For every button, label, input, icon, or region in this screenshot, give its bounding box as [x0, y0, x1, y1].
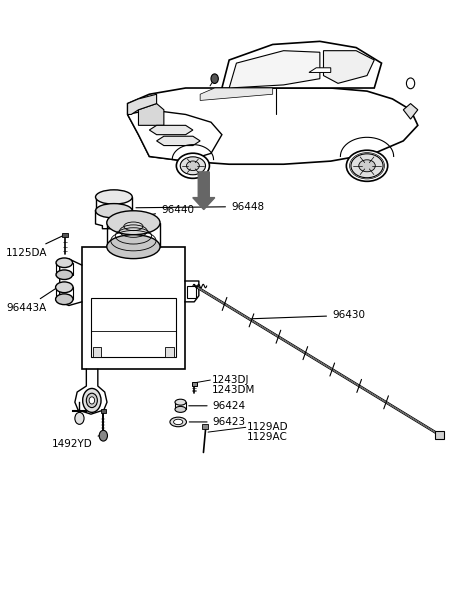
Ellipse shape — [176, 153, 209, 178]
Ellipse shape — [170, 417, 187, 427]
Bar — [93, 347, 102, 358]
Polygon shape — [128, 110, 222, 161]
Ellipse shape — [175, 399, 186, 405]
Circle shape — [407, 78, 415, 89]
Polygon shape — [128, 94, 157, 114]
Circle shape — [83, 388, 101, 412]
Text: 96430: 96430 — [252, 310, 365, 320]
Ellipse shape — [175, 406, 186, 412]
Polygon shape — [229, 50, 320, 88]
Ellipse shape — [96, 204, 132, 218]
Bar — [202, 424, 208, 429]
Ellipse shape — [56, 258, 73, 267]
Text: 1129AD: 1129AD — [247, 423, 289, 432]
Ellipse shape — [351, 154, 383, 178]
Text: 96423: 96423 — [189, 417, 246, 427]
Polygon shape — [149, 126, 193, 135]
Text: 96448: 96448 — [136, 201, 264, 212]
FancyArrow shape — [193, 172, 215, 210]
Polygon shape — [157, 136, 200, 145]
Ellipse shape — [56, 270, 73, 279]
Text: 1492YD: 1492YD — [52, 434, 104, 449]
Ellipse shape — [55, 282, 73, 293]
Text: 96424: 96424 — [189, 401, 246, 411]
Text: 1243DJ: 1243DJ — [212, 375, 249, 385]
Ellipse shape — [107, 235, 160, 258]
Polygon shape — [200, 88, 273, 100]
Bar — [82, 246, 185, 369]
Circle shape — [99, 430, 108, 441]
Ellipse shape — [180, 157, 206, 175]
Bar — [435, 431, 444, 439]
Ellipse shape — [174, 419, 183, 425]
Circle shape — [86, 393, 97, 407]
Polygon shape — [128, 88, 418, 164]
Text: 1129AC: 1129AC — [247, 432, 288, 442]
Ellipse shape — [346, 150, 388, 182]
Text: 96443A: 96443A — [6, 287, 57, 313]
Polygon shape — [139, 103, 164, 126]
Bar — [62, 233, 68, 237]
Text: 96440: 96440 — [136, 204, 194, 218]
Bar — [165, 347, 174, 358]
Ellipse shape — [359, 160, 375, 172]
Ellipse shape — [96, 190, 132, 204]
Bar — [101, 409, 106, 413]
Polygon shape — [222, 41, 382, 88]
Bar — [192, 382, 197, 386]
Bar — [91, 299, 176, 358]
Text: 1125DA: 1125DA — [6, 236, 63, 258]
Polygon shape — [309, 68, 331, 73]
Polygon shape — [323, 50, 374, 84]
Ellipse shape — [55, 294, 73, 305]
Circle shape — [75, 412, 84, 424]
Circle shape — [211, 74, 219, 84]
Ellipse shape — [187, 161, 199, 171]
Ellipse shape — [107, 211, 160, 235]
Circle shape — [89, 397, 95, 404]
Text: 1243DM: 1243DM — [212, 385, 255, 395]
Bar — [188, 286, 195, 298]
Polygon shape — [403, 103, 418, 119]
